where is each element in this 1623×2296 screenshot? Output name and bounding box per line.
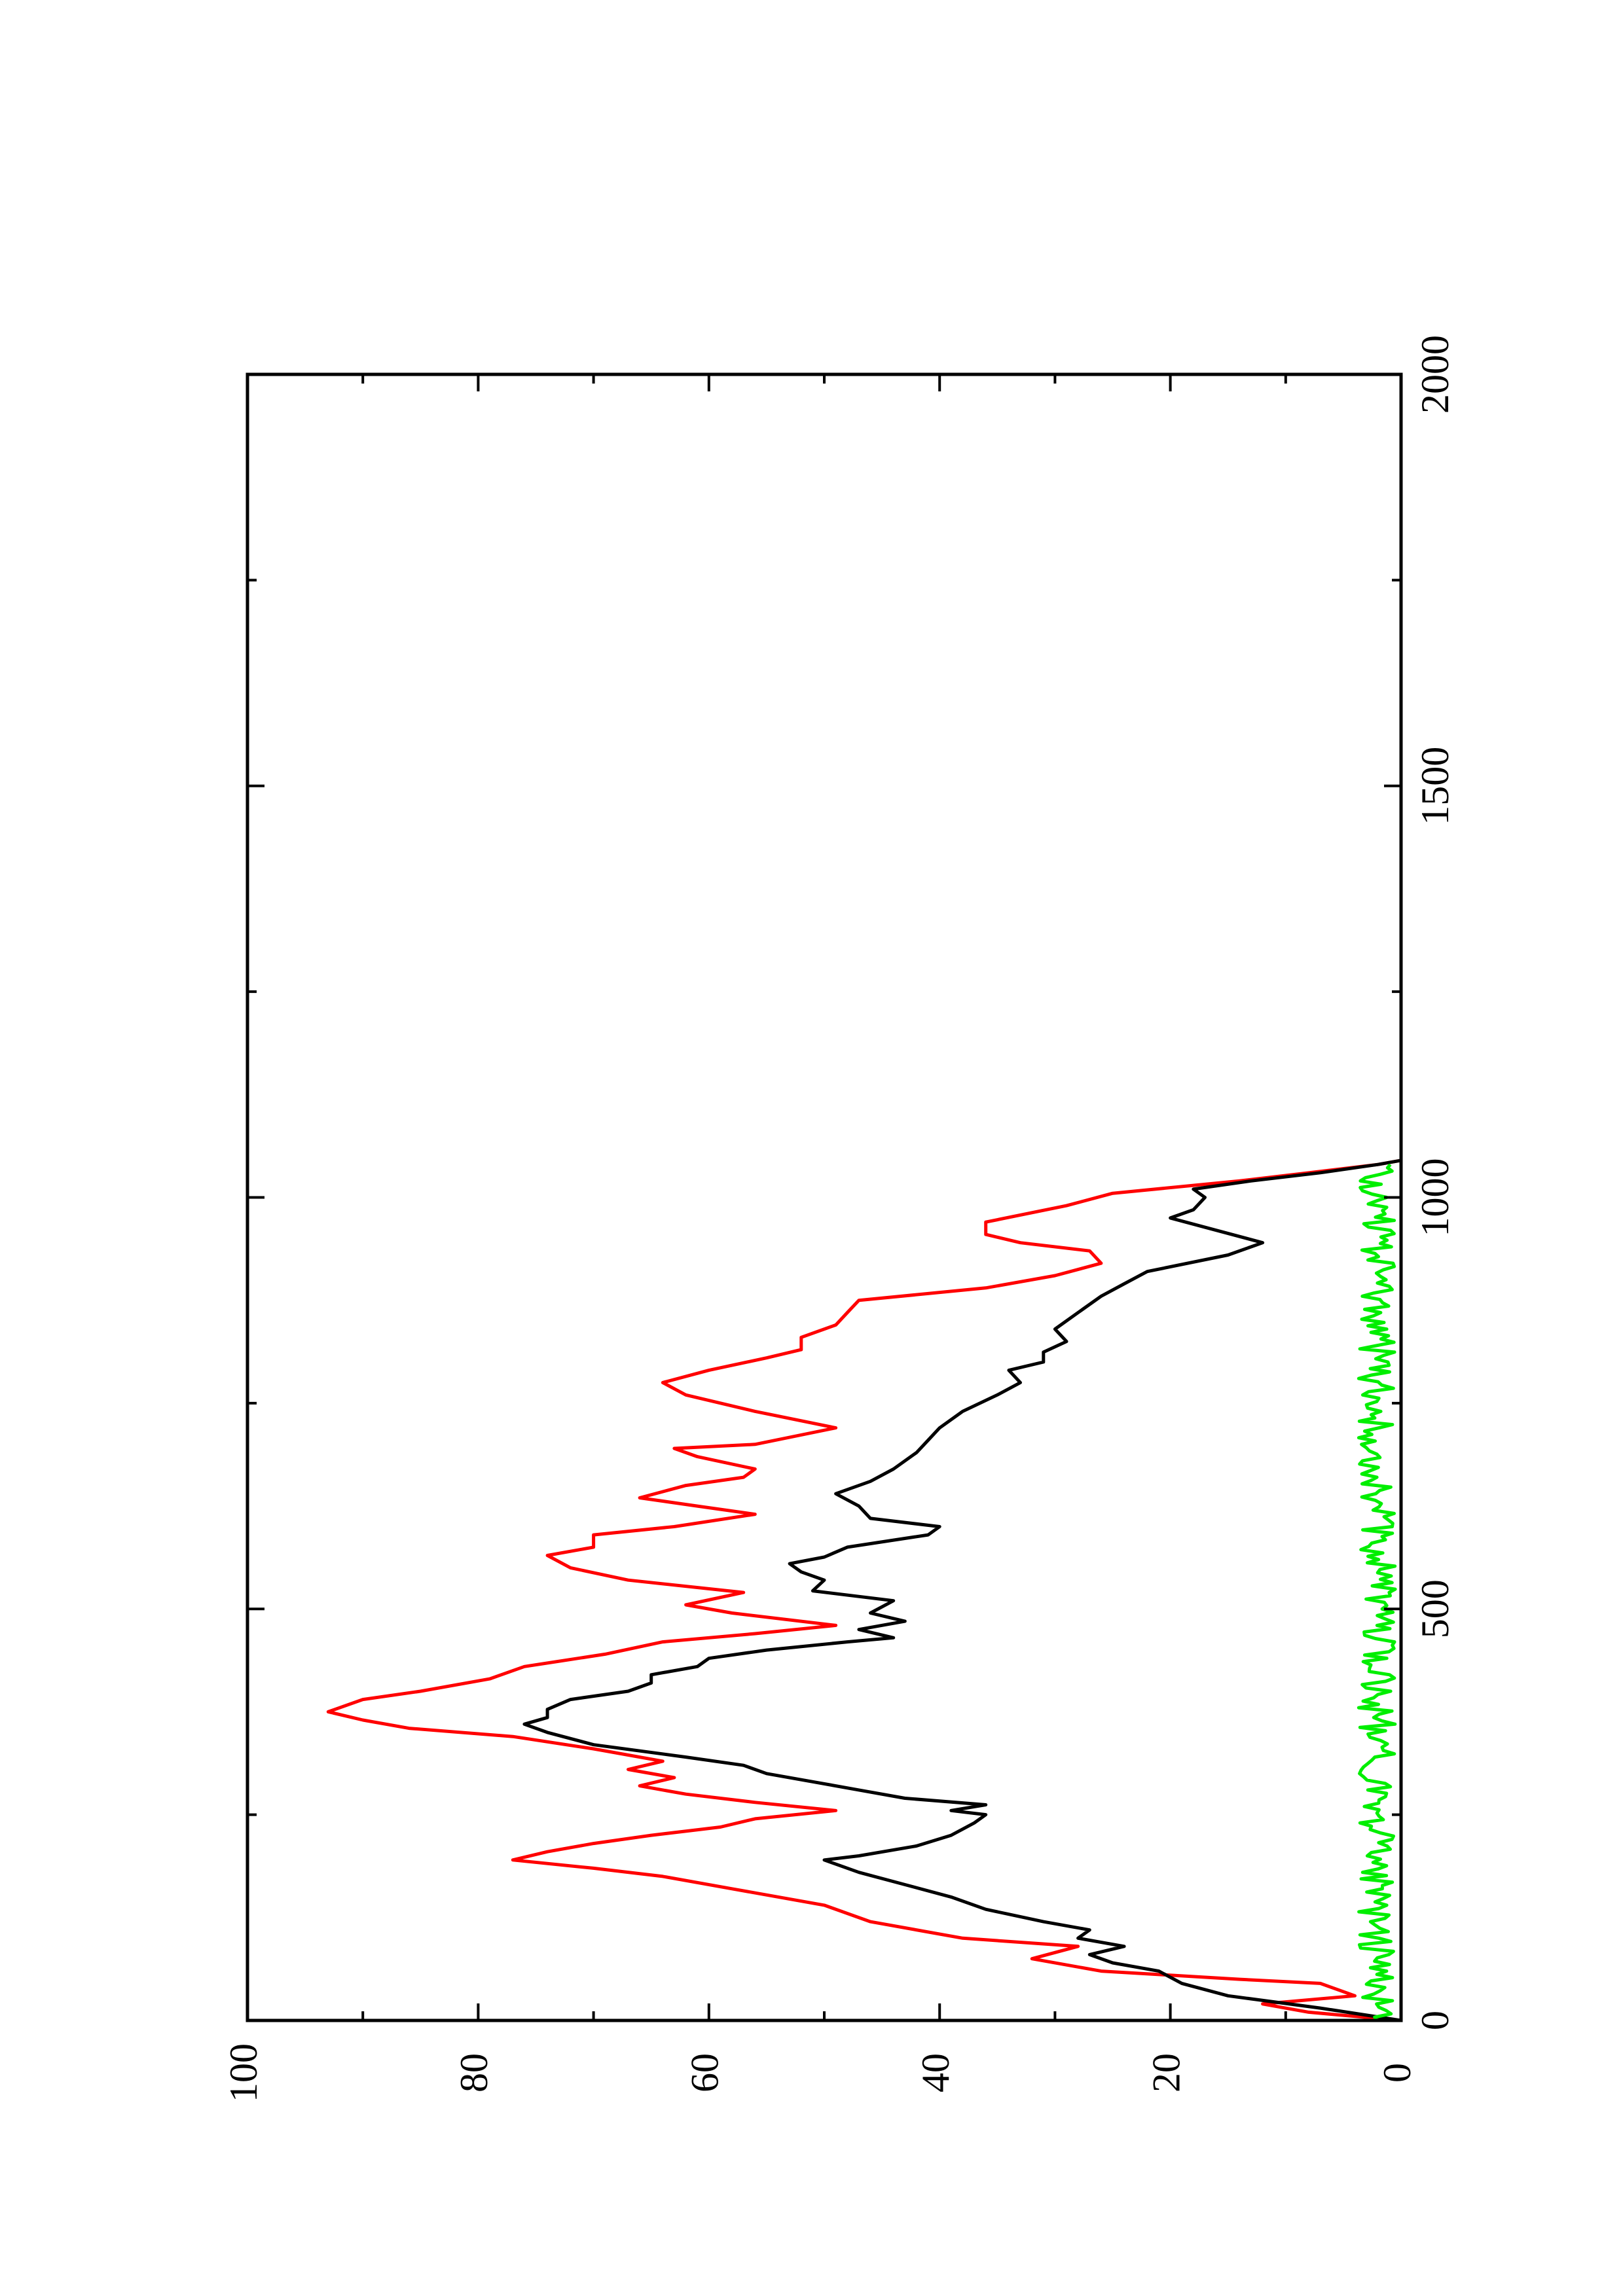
axis-ticks	[246, 373, 1402, 2022]
x-tick-label: 0	[1413, 2011, 1457, 2030]
y-tick-label: 80	[452, 2053, 496, 2092]
x-tick-label: 1500	[1413, 747, 1457, 825]
series-line-2	[522, 1158, 1402, 2022]
axis-tick-labels: 0 500 1000 1500 2000 0 20 40 60 80 100	[222, 335, 1457, 2102]
y-tick-label: 60	[684, 2053, 727, 2092]
y-tick-label: 40	[914, 2053, 957, 2092]
x-tick-label: 1000	[1413, 1158, 1457, 1237]
x-tick-label: 2000	[1413, 335, 1457, 414]
plot-area	[326, 1158, 1402, 2022]
series-line-3	[1357, 1163, 1397, 2022]
x-tick-label: 500	[1413, 1579, 1457, 1638]
series-line-1	[326, 1158, 1402, 2022]
axes-frame	[246, 372, 1403, 2022]
y-tick-label: 100	[222, 2043, 265, 2102]
y-tick-label: 20	[1144, 2053, 1188, 2092]
y-tick-label: 0	[1376, 2063, 1419, 2083]
